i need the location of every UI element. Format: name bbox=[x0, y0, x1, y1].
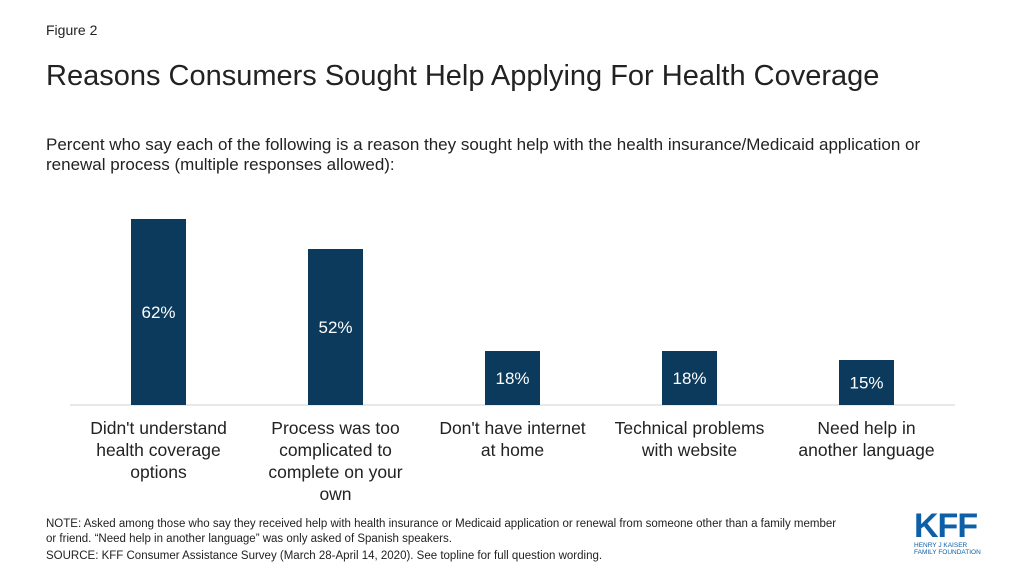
data-label-2: 52% bbox=[318, 318, 352, 337]
kff-logo: KFF HENRY J KAISER FAMILY FOUNDATION bbox=[914, 507, 994, 560]
footnote: NOTE: Asked among those who say they rec… bbox=[46, 517, 846, 564]
bar-chart: 62% Didn't understand health coverage optio… bbox=[70, 219, 955, 504]
kff-logo-line2: FAMILY FOUNDATION bbox=[914, 549, 981, 556]
bar-5 bbox=[839, 360, 894, 405]
kff-logo-line1: HENRY J KAISER bbox=[914, 542, 968, 549]
category-label-2: Process was too complicated to complete on… bbox=[268, 418, 402, 504]
category-label-5: Need help in another language bbox=[798, 418, 934, 460]
bar-2 bbox=[308, 249, 363, 405]
bar-3 bbox=[485, 351, 540, 405]
chart-subtitle: Percent who say each of the following is… bbox=[46, 135, 921, 174]
source-text: SOURCE: KFF Consumer Assistance Survey (… bbox=[46, 550, 603, 562]
data-label-3: 18% bbox=[495, 369, 529, 388]
data-label-1: 62% bbox=[141, 303, 175, 322]
chart-title: Reasons Consumers Sought Help Applying F… bbox=[46, 60, 880, 92]
note-text: NOTE: Asked among those who say they rec… bbox=[46, 518, 837, 545]
category-label-1: Didn't understand health coverage options bbox=[90, 418, 227, 482]
data-label-4: 18% bbox=[672, 369, 706, 388]
bar-1 bbox=[131, 219, 186, 405]
kff-logo-mark: KFF bbox=[914, 507, 978, 545]
category-label-4: Technical problems with website bbox=[615, 418, 765, 460]
figure-label: Figure 2 bbox=[46, 22, 98, 38]
category-label-3: Don't have internet at home bbox=[439, 418, 585, 460]
data-label-5: 15% bbox=[849, 374, 883, 393]
bar-4 bbox=[662, 351, 717, 405]
